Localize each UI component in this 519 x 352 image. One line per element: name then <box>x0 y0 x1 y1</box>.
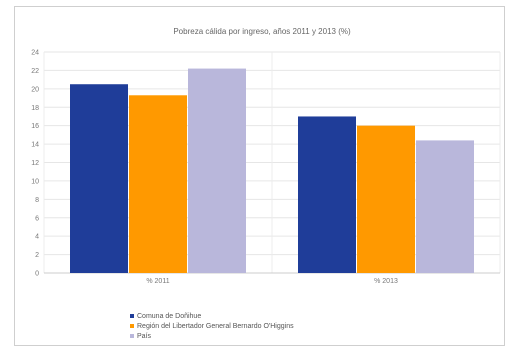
legend-swatch-2 <box>130 324 134 328</box>
y-tick-label: 22 <box>31 68 39 75</box>
x-tick-label: % 2011 <box>146 278 169 285</box>
y-tick-label: 18 <box>31 105 39 112</box>
legend-label-1: Comuna de Doñihue <box>137 313 201 320</box>
y-tick-label: 8 <box>35 197 39 204</box>
bar-3-2 <box>416 140 474 273</box>
bar-2-1 <box>129 95 187 273</box>
y-tick-label: 20 <box>31 86 39 93</box>
bar-1-2 <box>298 116 356 273</box>
bar-1-1 <box>70 84 128 274</box>
bar-3-1 <box>188 68 246 273</box>
y-tick-label: 6 <box>35 215 39 222</box>
legend-swatch-1 <box>130 314 134 318</box>
legend-label-3: País <box>137 333 152 340</box>
y-tick-label: 16 <box>31 123 39 130</box>
y-tick-label: 14 <box>31 142 39 149</box>
legend: Comuna de Doñihue Región del Libertador G… <box>130 313 294 340</box>
x-tick-label: % 2013 <box>374 278 398 285</box>
y-tick-label: 12 <box>31 160 39 167</box>
x-axis: % 2011 % 2013 <box>146 278 398 285</box>
y-tick-label: 24 <box>31 50 39 57</box>
y-tick-label: 4 <box>35 234 39 241</box>
bar-2-2 <box>357 125 415 274</box>
y-tick-label: 0 <box>35 271 39 278</box>
y-tick-label: 2 <box>35 252 39 259</box>
legend-label-2: Región del Libertador General Bernardo O… <box>137 323 294 330</box>
legend-swatch-3 <box>130 334 134 338</box>
bars <box>70 68 474 274</box>
chart-title: Pobreza cálida por ingreso, años 2011 y … <box>173 27 351 36</box>
y-tick-label: 10 <box>31 178 39 185</box>
